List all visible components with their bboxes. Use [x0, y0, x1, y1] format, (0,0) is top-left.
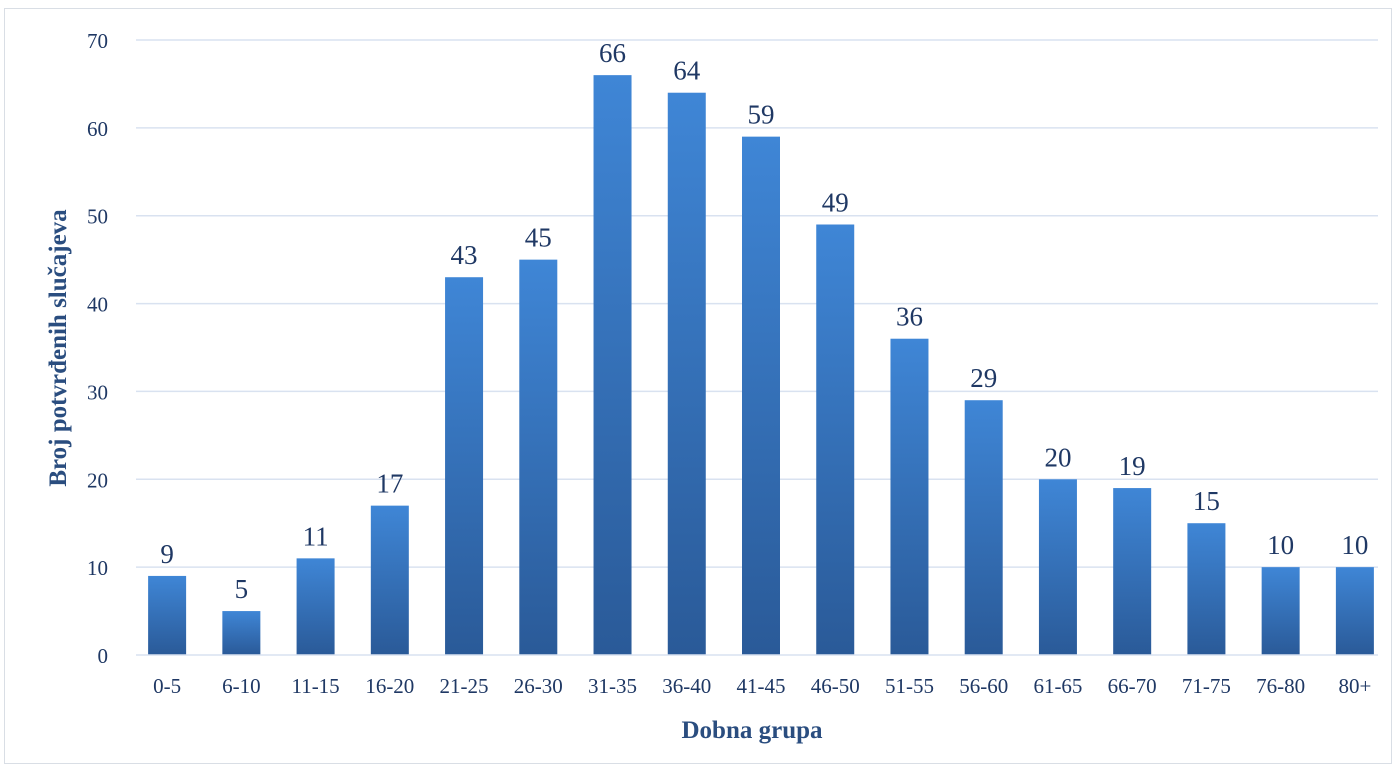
x-tick-label-6-10: 6-10 — [222, 674, 261, 698]
data-label-31-35: 66 — [599, 38, 626, 68]
x-tick-label-26-30: 26-30 — [514, 674, 563, 698]
x-tick-label-21-25: 21-25 — [440, 674, 489, 698]
bar-0-5 — [148, 575, 187, 655]
y-tick-label: 60 — [87, 117, 108, 141]
bar-80+ — [1335, 567, 1374, 655]
bar-16-20 — [370, 505, 409, 655]
data-label-16-20: 17 — [376, 469, 403, 499]
bar-66-70 — [1113, 488, 1152, 655]
x-tick-label-80+: 80+ — [1338, 674, 1371, 698]
bar-71-75 — [1187, 523, 1226, 655]
bar-76-80 — [1261, 567, 1300, 655]
bars — [148, 75, 1374, 656]
x-tick-label-76-80: 76-80 — [1256, 674, 1305, 698]
x-tick-label-71-75: 71-75 — [1182, 674, 1231, 698]
y-tick-label: 20 — [87, 468, 108, 492]
x-tick-label-61-65: 61-65 — [1033, 674, 1082, 698]
x-tick-label-66-70: 66-70 — [1108, 674, 1157, 698]
y-tick-label: 40 — [87, 293, 108, 317]
x-axis-ticks: 0-5 6-10 11-15 16-20 21-25 26-30 31-35 36-40 41-… — [153, 674, 1371, 698]
x-tick-label-11-15: 11-15 — [291, 674, 339, 698]
y-tick-label: 0 — [98, 644, 109, 668]
data-labels: 9 5 11 17 43 45 66 64 59 49 36 29 20 19 15 10 10 — [160, 38, 1368, 604]
bar-56-60 — [964, 400, 1003, 655]
bar-21-25 — [445, 277, 484, 655]
data-label-0-5: 9 — [160, 539, 174, 569]
bar-31-35 — [593, 75, 632, 655]
data-label-76-80: 10 — [1267, 530, 1294, 560]
bar-61-65 — [1038, 479, 1077, 655]
data-label-66-70: 19 — [1119, 451, 1146, 481]
bar-51-55 — [890, 338, 929, 655]
x-tick-label-16-20: 16-20 — [365, 674, 414, 698]
bar-11-15 — [296, 558, 335, 655]
x-axis-title: Dobna grupa — [681, 717, 823, 744]
data-label-56-60: 29 — [970, 363, 997, 393]
y-tick-label: 70 — [87, 29, 108, 53]
y-tick-label: 10 — [87, 556, 108, 580]
data-label-11-15: 11 — [303, 521, 329, 551]
x-tick-label-31-35: 31-35 — [588, 674, 637, 698]
x-tick-label-51-55: 51-55 — [885, 674, 934, 698]
y-axis-ticks: 0 10 20 30 40 50 60 70 — [87, 29, 108, 668]
bar-26-30 — [519, 259, 558, 655]
x-tick-label-0-5: 0-5 — [153, 674, 181, 698]
x-tick-label-41-45: 41-45 — [737, 674, 786, 698]
data-label-71-75: 15 — [1193, 486, 1220, 516]
x-tick-label-56-60: 56-60 — [959, 674, 1008, 698]
data-label-41-45: 59 — [748, 100, 775, 130]
data-label-51-55: 36 — [896, 302, 923, 332]
data-label-26-30: 45 — [525, 223, 552, 253]
data-label-80+: 10 — [1341, 530, 1368, 560]
bar-36-40 — [667, 92, 706, 655]
data-label-6-10: 5 — [235, 574, 249, 604]
y-axis-title: Broj potvrđenih slučajeva — [45, 209, 72, 487]
data-label-21-25: 43 — [451, 240, 478, 270]
bar-46-50 — [816, 224, 855, 655]
y-tick-label: 50 — [87, 205, 108, 229]
bar-6-10 — [222, 611, 261, 655]
x-tick-label-36-40: 36-40 — [662, 674, 711, 698]
x-tick-label-46-50: 46-50 — [811, 674, 860, 698]
data-label-46-50: 49 — [822, 188, 849, 218]
data-label-36-40: 64 — [673, 56, 701, 86]
y-tick-label: 30 — [87, 380, 108, 404]
bar-41-45 — [742, 136, 780, 656]
data-label-61-65: 20 — [1044, 442, 1071, 472]
